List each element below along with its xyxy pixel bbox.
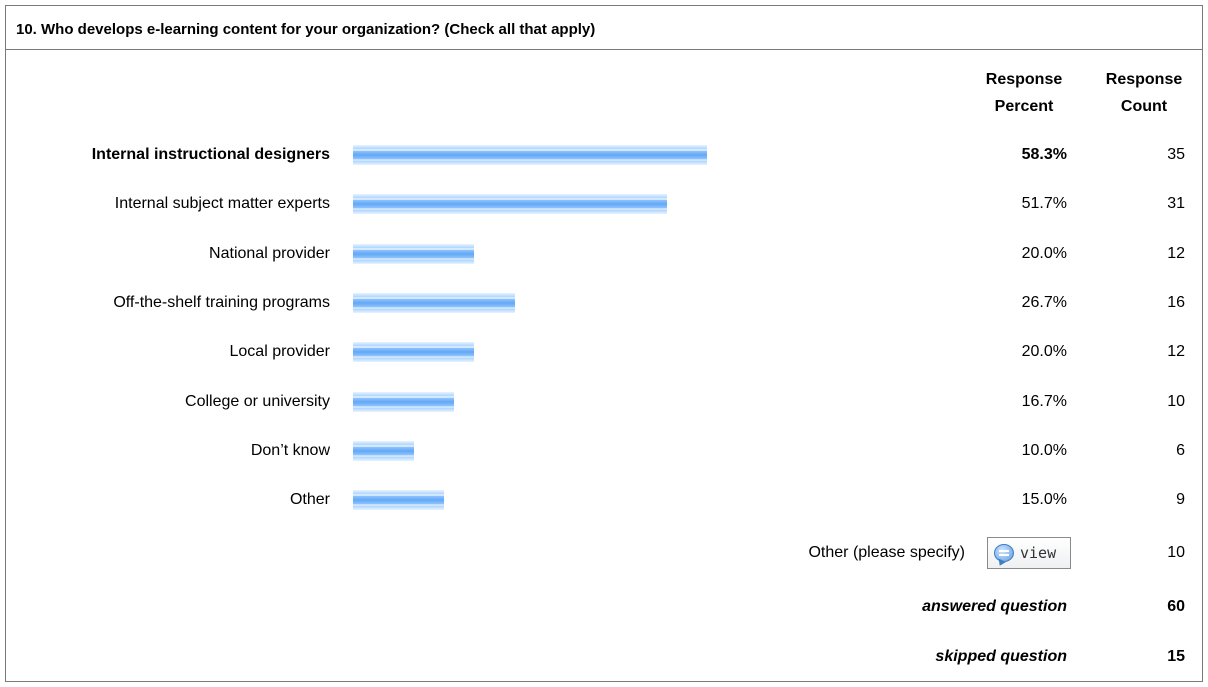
response-count-header-line2: Count — [1120, 98, 1168, 115]
response-bar — [353, 145, 707, 165]
response-count: 12 — [1167, 343, 1185, 360]
response-bar — [353, 194, 667, 214]
response-percent: 20.0% — [1021, 245, 1067, 262]
skipped-question-label: skipped question — [935, 648, 1067, 665]
response-count-header-line1: Response — [1105, 71, 1183, 88]
category-label: Internal instructional designers — [91, 146, 330, 163]
category-label: Don’t know — [250, 442, 330, 459]
response-bar — [353, 244, 474, 264]
response-percent: 20.0% — [1021, 343, 1067, 360]
answered-question-label: answered question — [922, 598, 1067, 615]
response-bar — [353, 293, 515, 313]
response-bar — [353, 392, 454, 412]
other-specify-count: 10 — [1167, 544, 1185, 561]
response-bar — [353, 342, 474, 362]
question-title: 10. Who develops e-learning content for … — [16, 21, 596, 38]
response-percent-header: Response Percent — [972, 66, 1076, 120]
response-bar — [353, 441, 414, 461]
response-bar — [353, 490, 444, 510]
question-header: 10. Who develops e-learning content for … — [6, 6, 1202, 50]
response-count: 16 — [1167, 294, 1185, 311]
view-button-label: view — [1020, 544, 1057, 562]
response-count: 12 — [1167, 245, 1185, 262]
response-count: 31 — [1167, 195, 1185, 212]
answered-question-value: 60 — [1167, 598, 1185, 615]
response-count: 10 — [1167, 393, 1185, 410]
category-label: Other — [289, 491, 330, 508]
response-percent: 58.3% — [1021, 146, 1067, 163]
response-percent-header-line1: Response — [985, 71, 1063, 88]
view-other-responses-button[interactable]: view — [987, 537, 1071, 569]
response-count: 6 — [1176, 442, 1185, 459]
response-count: 9 — [1176, 491, 1185, 508]
response-percent: 26.7% — [1021, 294, 1067, 311]
speech-bubble-icon — [994, 544, 1014, 562]
category-label: Local provider — [229, 343, 331, 360]
response-percent-header-line2: Percent — [994, 98, 1054, 115]
response-percent: 16.7% — [1021, 393, 1067, 410]
response-percent: 15.0% — [1021, 491, 1067, 508]
other-specify-label: Other (please specify) — [808, 544, 965, 561]
response-count-header: Response Count — [1092, 66, 1196, 120]
category-label: National provider — [209, 245, 330, 262]
category-label: Off-the-shelf training programs — [113, 294, 330, 311]
category-label: College or university — [185, 393, 330, 410]
skipped-question-value: 15 — [1167, 648, 1185, 665]
response-count: 35 — [1167, 146, 1185, 163]
response-percent: 10.0% — [1021, 442, 1067, 459]
response-percent: 51.7% — [1021, 195, 1067, 212]
survey-question-panel: 10. Who develops e-learning content for … — [5, 5, 1203, 682]
category-label: Internal subject matter experts — [114, 195, 330, 212]
